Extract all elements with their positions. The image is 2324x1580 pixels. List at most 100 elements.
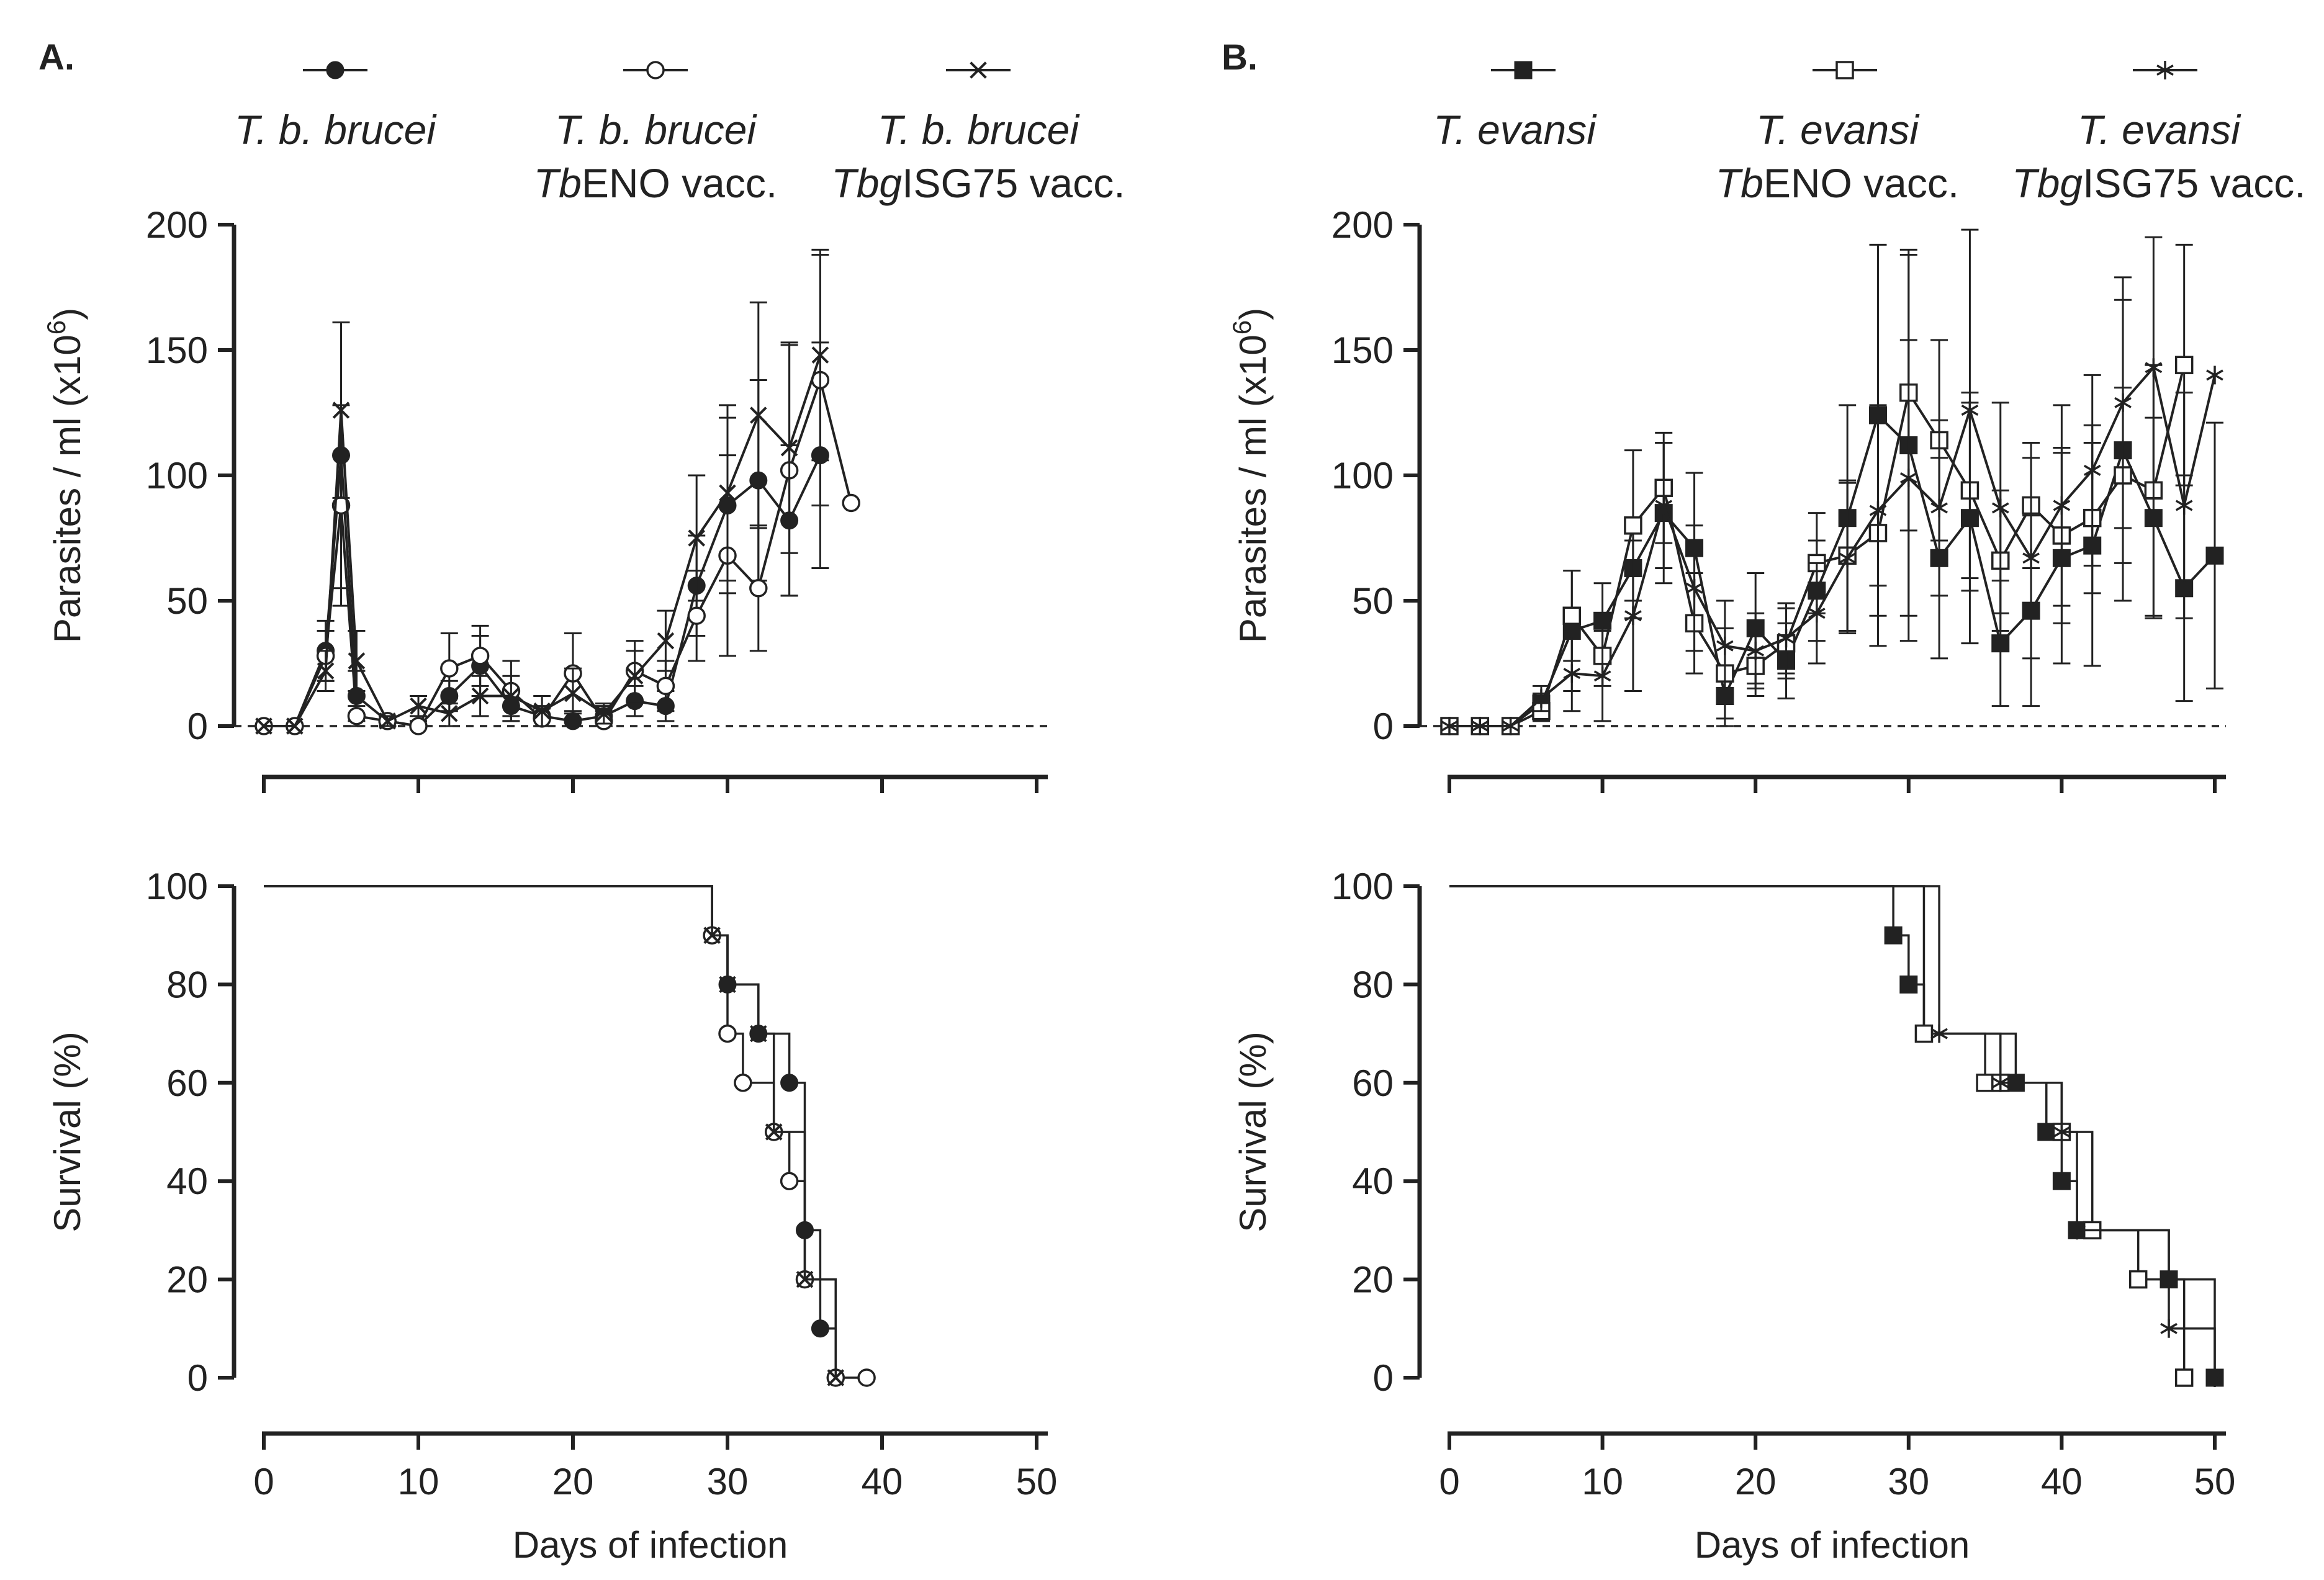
panel-label-b: B. (1222, 37, 1258, 78)
y-tick-label: 40 (166, 1160, 208, 1202)
cross-marker (564, 685, 582, 702)
filled-square-marker (1884, 926, 1903, 945)
asterisk-marker (1777, 629, 1795, 648)
cross-marker (471, 687, 489, 705)
asterisk-marker (2206, 1368, 2223, 1387)
series-line (264, 354, 822, 727)
legend-label-prefix: Tb (1716, 160, 1763, 206)
legend-label-prefix: Tbg (831, 160, 902, 206)
legend-a-item-0: T. b. brucei (235, 61, 437, 153)
cross-marker (796, 1270, 814, 1288)
y-tick-label: 100 (1331, 866, 1394, 907)
chart-a-survival: 0 20 40 60 80 100 Survival (%) 0 10 20 30 40 50 Days … (47, 866, 1057, 1566)
asterisk-icon (2156, 61, 2174, 79)
cross-marker (688, 529, 705, 547)
open-circle-marker (842, 493, 860, 513)
y-tick-label: 100 (146, 866, 208, 907)
asterisk-marker (1991, 1073, 2009, 1092)
legend-b: T. evansi T. evansi TbENO vacc. T. evans… (1433, 61, 2306, 206)
cross-marker (811, 346, 829, 364)
filled-circle-marker (811, 1319, 829, 1338)
asterisk-marker (1930, 1024, 1948, 1043)
cross-marker (703, 927, 721, 944)
asterisk-marker (2160, 1319, 2178, 1338)
legend-label-prefix: Tbg (2012, 160, 2083, 206)
x-tick-label: 20 (1735, 1461, 1777, 1502)
legend-b-item-0: T. evansi (1433, 61, 1597, 153)
series-2 (1449, 885, 2223, 1387)
y-tick-label: 0 (187, 706, 208, 747)
filled-square-marker (1514, 61, 1533, 79)
y-axis-title-close: ) (47, 308, 88, 320)
chart-a-parasitemia: 0 50 100 150 200 Parasites / ml (x106) (42, 204, 1048, 793)
legend-label-prefix: Tb (534, 160, 582, 206)
y-axis-title-text: Survival (%) (47, 1031, 88, 1232)
legend-label-line1: T. evansi (1433, 107, 1597, 153)
y-tick-label: 80 (166, 964, 208, 1005)
x-tick-label: 10 (398, 1461, 439, 1502)
y-tick-label: 80 (1352, 964, 1394, 1005)
cross-marker (780, 439, 798, 457)
open-square-marker (1976, 1074, 1994, 1092)
asterisk-marker (1991, 498, 2009, 518)
open-square-marker (1835, 61, 1854, 79)
cross-marker (827, 1369, 845, 1386)
series-line (264, 454, 822, 728)
asterisk-marker (2053, 1123, 2071, 1141)
asterisk-marker (1502, 717, 1520, 735)
filled-square-icon (1514, 61, 1533, 79)
x-tick-label: 30 (707, 1461, 749, 1502)
open-circle-marker (687, 606, 706, 625)
filled-circle-icon (326, 61, 345, 79)
x-axis-title: Days of infection (1695, 1524, 1970, 1566)
filled-square-marker (1899, 975, 1918, 994)
cross-marker (595, 705, 613, 722)
legend-label-line2: TbgISG75 vacc. (2012, 160, 2305, 206)
panel-label-a: A. (38, 37, 74, 78)
legend-label-suffix: ENO vacc. (1763, 160, 1959, 206)
cross-marker (255, 717, 272, 735)
asterisk-marker (1593, 667, 1611, 686)
asterisk-marker (1441, 717, 1458, 735)
asterisk-marker (1930, 498, 1948, 518)
chart-b-parasitemia: 0 50 100 150 200 Parasites / ml (x106) (1227, 204, 2226, 793)
cross-marker (533, 702, 551, 720)
y-tick-label: 100 (1331, 455, 1394, 496)
open-circle-marker (440, 659, 459, 678)
legend-a: T. b. brucei T. b. brucei TbENO vacc. T.… (235, 61, 1125, 206)
x-tick-label: 0 (1439, 1461, 1459, 1502)
y-tick-label: 50 (1352, 580, 1394, 622)
x-tick-label: 50 (2194, 1461, 2236, 1502)
asterisk-marker (1471, 717, 1489, 735)
legend-label-line2: TbENO vacc. (534, 160, 777, 206)
y-axis-title: Survival (%) (47, 1031, 88, 1232)
legend-label-line2: TbgISG75 vacc. (831, 160, 1125, 206)
y-tick-label: 100 (146, 455, 208, 496)
asterisk-marker (2206, 366, 2223, 385)
open-circle-marker (471, 647, 490, 665)
filled-circle-marker (326, 61, 345, 79)
cross-marker (750, 1025, 767, 1043)
cross-marker (441, 705, 458, 722)
x-tick-label: 20 (552, 1461, 594, 1502)
asterisk-marker (2068, 1221, 2086, 1240)
open-circle-marker (734, 1074, 752, 1092)
open-square-marker (2128, 1270, 2148, 1289)
cross-marker (379, 712, 396, 730)
asterisk-marker (2022, 549, 2040, 568)
cross-marker (719, 484, 736, 502)
x-tick-label: 50 (1016, 1461, 1058, 1502)
y-axis-title-text: Parasites / ml (x10 (1232, 334, 1274, 643)
open-circle-marker (780, 1172, 799, 1190)
y-tick-label: 50 (166, 580, 208, 622)
legend-a-item-1: T. b. brucei TbENO vacc. (534, 61, 777, 206)
asterisk-marker (2053, 496, 2071, 515)
filled-square-marker (1991, 634, 2010, 653)
open-circle-marker (656, 676, 675, 696)
asterisk-marker (2175, 496, 2193, 515)
cross-marker (317, 662, 335, 680)
series-2 (1441, 228, 2223, 735)
y-axis-title-text: Survival (%) (1232, 1031, 1274, 1232)
asterisk-marker (1839, 549, 1856, 568)
